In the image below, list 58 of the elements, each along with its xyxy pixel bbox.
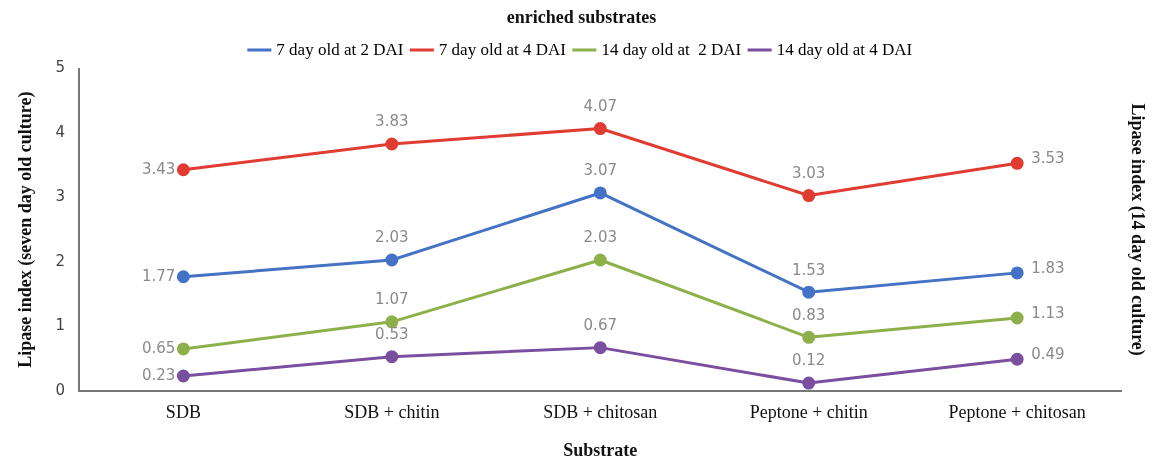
- x-tick-label: Peptone + chitosan: [948, 402, 1086, 423]
- data-label: 3.53: [1031, 149, 1065, 168]
- point: [1010, 156, 1024, 170]
- point: [1010, 266, 1024, 280]
- data-label: 0.65: [141, 338, 176, 357]
- point: [385, 350, 399, 364]
- legend-label: 7 day old at 4 DAI: [438, 39, 567, 59]
- y-tick-label: 4: [55, 122, 66, 141]
- point: [802, 376, 816, 390]
- data-label: 0.83: [792, 305, 826, 324]
- point: [176, 270, 190, 284]
- x-tick-label: SDB + chitosan: [543, 402, 658, 423]
- data-label: 4.07: [583, 96, 617, 115]
- point: [1010, 311, 1024, 325]
- point: [593, 253, 607, 267]
- x-axis-title: Substrate: [563, 439, 638, 460]
- x-tick-label: Peptone + chitin: [749, 402, 868, 423]
- data-label: 0.53: [375, 325, 409, 344]
- y-tick-label: 3: [55, 187, 66, 206]
- data-label: 1.83: [1031, 258, 1065, 277]
- x-tick-label: SDB + chitin: [344, 402, 440, 423]
- data-label: 2.03: [583, 228, 617, 247]
- y-tick-label: 0: [55, 380, 66, 399]
- data-label: 3.43: [141, 159, 176, 178]
- x-tick-label: SDB: [165, 402, 201, 423]
- data-label: 1.77: [141, 266, 176, 285]
- data-label: 2.03: [375, 228, 409, 247]
- point: [176, 369, 190, 383]
- data-label: 0.12: [792, 351, 826, 370]
- y-tick-label: 2: [55, 251, 66, 270]
- point: [802, 285, 816, 299]
- data-label: 0.23: [141, 365, 176, 384]
- point: [802, 189, 816, 203]
- data-label: 3.03: [792, 163, 826, 182]
- legend-label: 7 day old at 2 DAI: [276, 39, 404, 59]
- point: [385, 253, 399, 267]
- data-label: 0.67: [583, 316, 617, 335]
- data-label: 1.07: [375, 290, 409, 309]
- y-tick-label: 5: [55, 58, 66, 77]
- point: [802, 330, 816, 344]
- chart-title: enriched substrates: [506, 7, 657, 28]
- point: [593, 341, 607, 355]
- y2-axis-title: Lipase index (14 day old culture): [1126, 103, 1148, 356]
- y-axis-title: Lipase index (seven day old culture): [15, 91, 37, 368]
- data-label: 3.07: [583, 161, 617, 180]
- data-label: 1.53: [792, 260, 826, 279]
- point: [176, 163, 190, 177]
- y-tick-label: 1: [55, 316, 66, 335]
- point: [1010, 352, 1024, 366]
- data-label: 0.49: [1031, 345, 1065, 364]
- point: [593, 186, 607, 200]
- point: [593, 122, 607, 136]
- point: [176, 342, 190, 356]
- legend-label: 14 day old at 2 DAI: [601, 39, 742, 59]
- data-label: 3.83: [375, 112, 409, 131]
- point: [385, 137, 399, 151]
- data-label: 1.13: [1031, 303, 1065, 322]
- legend-label: 14 day old at 4 DAI: [776, 39, 913, 59]
